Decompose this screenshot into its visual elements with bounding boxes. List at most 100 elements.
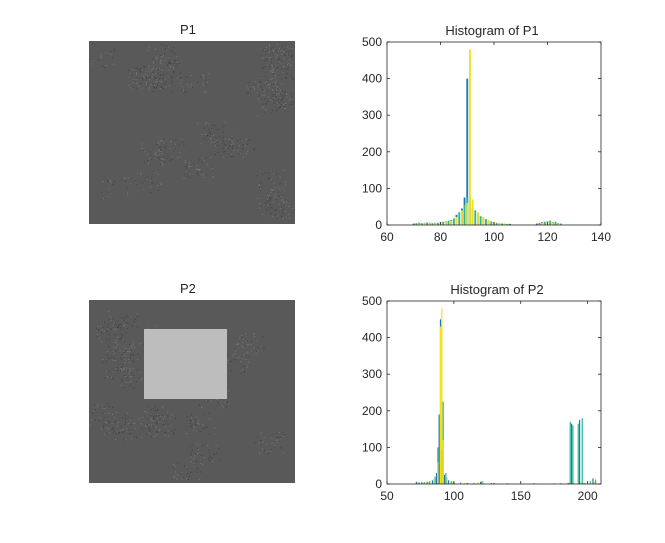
speckle bbox=[123, 177, 125, 179]
speckle bbox=[189, 173, 191, 175]
speckle bbox=[280, 64, 282, 66]
speckle bbox=[166, 421, 168, 423]
speckle bbox=[208, 449, 210, 451]
speckle bbox=[152, 90, 154, 92]
speckle bbox=[164, 435, 166, 437]
speckle bbox=[279, 97, 281, 99]
speckle bbox=[125, 180, 127, 182]
speckle bbox=[200, 133, 202, 135]
speckle bbox=[109, 376, 111, 378]
speckle bbox=[121, 359, 123, 361]
speckle bbox=[124, 362, 126, 364]
speckle bbox=[224, 121, 226, 123]
speckle bbox=[117, 336, 119, 338]
speckle bbox=[228, 152, 230, 154]
speckle bbox=[148, 77, 150, 79]
speckle bbox=[249, 139, 251, 141]
speckle bbox=[127, 423, 129, 425]
speckle bbox=[203, 444, 205, 446]
speckle bbox=[159, 418, 161, 420]
speckle bbox=[114, 323, 116, 325]
x-tick-label: 150 bbox=[511, 489, 531, 503]
speckle bbox=[106, 416, 108, 418]
speckle bbox=[222, 142, 224, 144]
speckle bbox=[160, 158, 162, 160]
speckle bbox=[171, 430, 173, 432]
speckle bbox=[277, 43, 279, 45]
speckle bbox=[266, 58, 268, 60]
speckle bbox=[269, 200, 271, 202]
speckle bbox=[150, 436, 152, 438]
speckle bbox=[114, 51, 116, 53]
speckle bbox=[273, 97, 275, 99]
speckle bbox=[186, 467, 188, 469]
speckle bbox=[284, 100, 286, 102]
speckle bbox=[123, 324, 125, 326]
speckle bbox=[270, 192, 272, 194]
speckle bbox=[272, 110, 274, 112]
speckle bbox=[247, 356, 249, 358]
histogram-bar bbox=[541, 222, 544, 225]
speckle bbox=[282, 431, 284, 433]
speckle bbox=[278, 107, 280, 109]
speckle bbox=[247, 81, 249, 83]
speckle bbox=[114, 322, 116, 324]
speckle bbox=[279, 438, 281, 440]
speckle bbox=[281, 216, 283, 218]
speckle bbox=[191, 86, 193, 88]
speckle bbox=[136, 77, 138, 79]
speckle bbox=[120, 370, 122, 372]
speckle bbox=[258, 186, 260, 188]
speckle bbox=[173, 62, 175, 64]
speckle bbox=[149, 180, 151, 182]
speckle bbox=[107, 370, 109, 372]
speckle bbox=[214, 141, 216, 143]
speckle bbox=[265, 58, 267, 60]
speckle bbox=[210, 138, 212, 140]
speckle bbox=[261, 107, 263, 109]
speckle bbox=[270, 212, 272, 214]
speckle bbox=[160, 149, 162, 151]
speckle bbox=[203, 85, 205, 87]
speckle bbox=[277, 86, 279, 88]
speckle bbox=[157, 414, 159, 416]
speckle bbox=[261, 187, 263, 189]
histogram-bar bbox=[418, 223, 421, 225]
speckle bbox=[132, 429, 134, 431]
speckle bbox=[287, 58, 289, 60]
histogram-bar bbox=[490, 482, 492, 484]
speckle bbox=[149, 154, 151, 156]
speckle bbox=[91, 419, 93, 421]
speckle bbox=[152, 83, 154, 85]
speckle bbox=[259, 78, 261, 80]
speckle bbox=[278, 87, 280, 89]
speckle bbox=[278, 59, 280, 61]
speckle bbox=[195, 168, 197, 170]
speckle bbox=[232, 156, 234, 158]
speckle bbox=[154, 153, 156, 155]
histogram-bar bbox=[455, 216, 458, 225]
speckle bbox=[253, 84, 255, 86]
speckle bbox=[104, 406, 106, 408]
speckle bbox=[110, 328, 112, 330]
speckle bbox=[171, 158, 173, 160]
speckle bbox=[275, 49, 277, 51]
speckle bbox=[193, 429, 195, 431]
speckle bbox=[292, 78, 294, 80]
speckle bbox=[245, 153, 247, 155]
speckle bbox=[173, 66, 175, 68]
speckle bbox=[279, 93, 281, 95]
speckle bbox=[242, 144, 244, 146]
speckle bbox=[270, 189, 272, 191]
speckle bbox=[200, 462, 202, 464]
speckle bbox=[95, 327, 97, 329]
speckle bbox=[162, 63, 164, 65]
speckle bbox=[104, 66, 106, 68]
speckle bbox=[256, 175, 258, 177]
speckle bbox=[283, 452, 285, 454]
y-tick-label: 500 bbox=[362, 35, 382, 49]
speckle bbox=[268, 207, 270, 209]
speckle bbox=[225, 144, 227, 146]
speckle bbox=[242, 141, 244, 143]
speckle bbox=[277, 439, 279, 441]
